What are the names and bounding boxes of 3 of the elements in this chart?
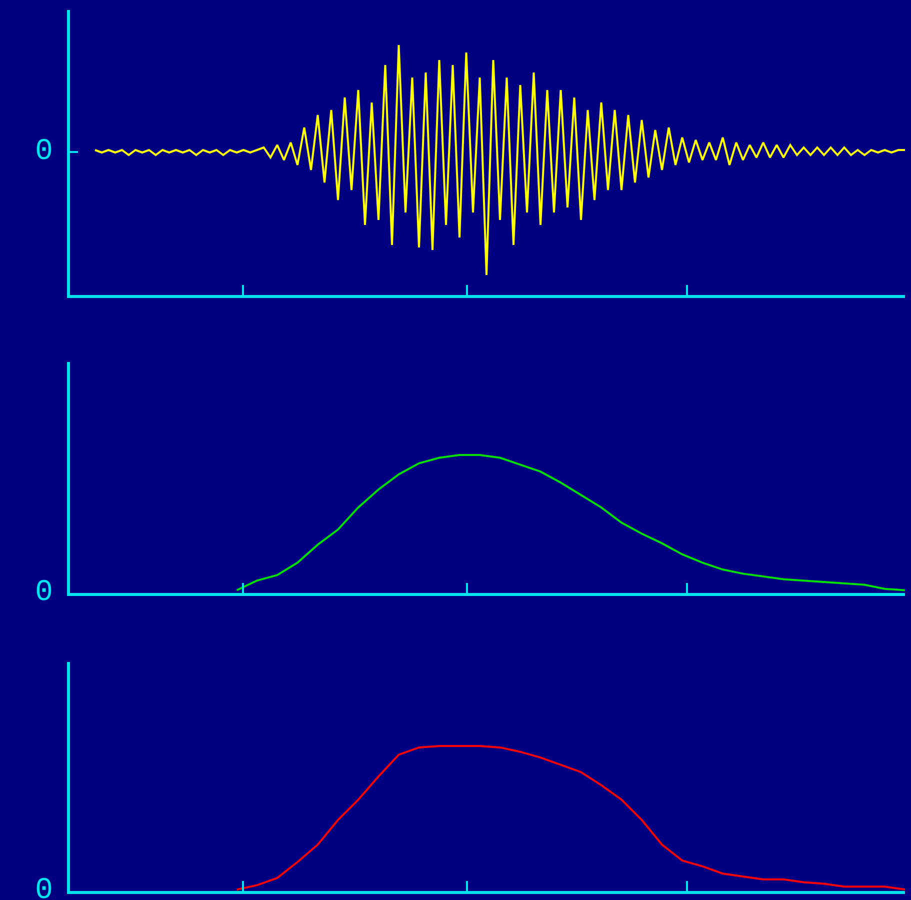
text: 0 — [35, 874, 54, 900]
text: 0 — [35, 576, 54, 610]
text: 0 — [35, 135, 54, 169]
